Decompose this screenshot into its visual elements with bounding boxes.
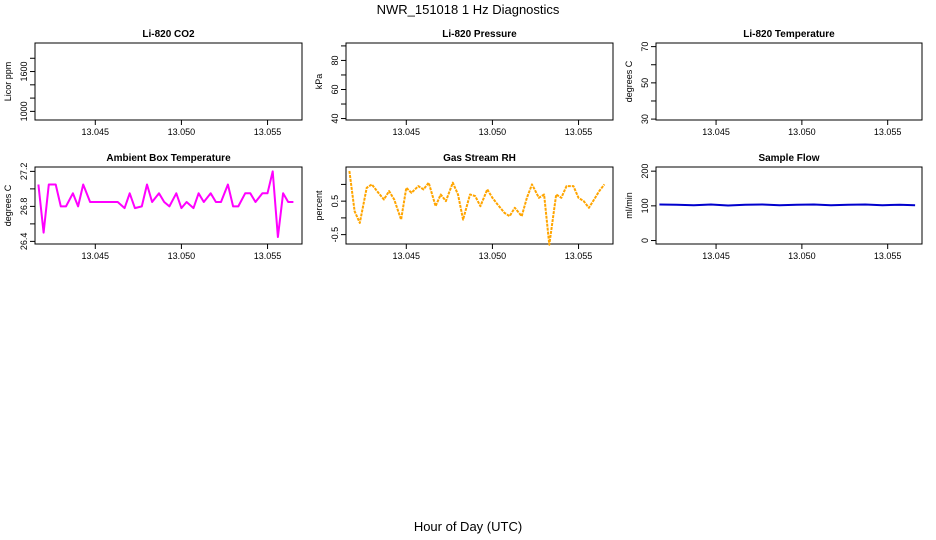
series-line (37, 170, 294, 238)
x-tick-label: 13.050 (168, 127, 196, 137)
plot-frame (34, 42, 303, 121)
y-tick-label: 26.8 (19, 198, 29, 216)
panel-6: Sample Flow 13.045 13.050 13.055 0 100 200 ml/m… (624, 153, 923, 261)
panel-2: Li-820 Pressure 13.045 13.050 13.055 40 60 80 k… (314, 29, 614, 137)
series-line (348, 170, 606, 246)
x-tick-label: 13.055 (874, 251, 902, 261)
series-line (659, 203, 916, 207)
y-tick-label: 80 (330, 55, 340, 65)
x-tick-label: 13.045 (82, 127, 110, 137)
y-tick-label: 200 (640, 164, 650, 179)
panel-5: Gas Stream RH 13.045 13.050 13.055 -0.5 0.5 pe… (314, 153, 614, 261)
figure-title: NWR_151018 1 Hz Diagnostics (377, 2, 560, 17)
y-tick-label: 100 (640, 198, 650, 213)
x-tick-label: 13.050 (788, 251, 816, 261)
plot-frame (655, 42, 923, 121)
x-tick-label: 13.045 (393, 251, 421, 261)
y-tick-label: 0.5 (330, 195, 340, 208)
y-tick-label: 0 (640, 238, 650, 243)
plot-frame (34, 166, 303, 245)
plot-frame (345, 42, 614, 121)
y-tick-label: 70 (640, 42, 650, 52)
y-axis-label: Licor ppm (3, 62, 13, 102)
y-tick-label: -0.5 (330, 227, 340, 243)
x-tick-label: 13.050 (479, 251, 507, 261)
x-tick-label: 13.050 (168, 251, 196, 261)
x-tick-label: 13.055 (254, 251, 282, 261)
x-tick-label: 13.055 (565, 251, 593, 261)
panel-title: Ambient Box Temperature (106, 153, 231, 164)
panel-title: Sample Flow (758, 153, 819, 164)
y-axis-label: kPa (314, 74, 324, 90)
y-tick-label: 1000 (19, 101, 29, 121)
x-tick-label: 13.050 (788, 127, 816, 137)
plot-frame (345, 166, 614, 245)
panel-title: Gas Stream RH (443, 153, 516, 164)
y-tick-label: 50 (640, 78, 650, 88)
x-tick-label: 13.055 (254, 127, 282, 137)
x-tick-label: 13.045 (82, 251, 110, 261)
y-tick-label: 26.4 (19, 233, 29, 251)
y-tick-label: 60 (330, 84, 340, 94)
y-tick-label: 27.2 (19, 163, 29, 181)
y-axis-label: percent (314, 190, 324, 221)
panel-title: Li-820 Temperature (743, 29, 835, 40)
y-axis-label: degrees C (624, 60, 634, 102)
x-tick-label: 13.055 (874, 127, 902, 137)
y-tick-label: 40 (330, 114, 340, 124)
panel-1: Li-820 CO2 13.045 13.050 13.055 1000 1600 Lico… (3, 29, 303, 137)
figure-x-label: Hour of Day (UTC) (414, 519, 522, 534)
panel-4: Ambient Box Temperature 13.045 13.050 13.05… (3, 153, 303, 261)
x-tick-label: 13.055 (565, 127, 593, 137)
y-tick-label: 30 (640, 114, 650, 124)
y-axis-label: degrees C (3, 184, 13, 226)
x-tick-label: 13.045 (702, 251, 730, 261)
panel-title: Li-820 Pressure (442, 29, 517, 40)
y-tick-label: 1600 (19, 62, 29, 82)
panel-3: Li-820 Temperature 13.045 13.050 13.055 30 50… (624, 29, 923, 137)
y-axis-label: ml/min (624, 192, 634, 219)
x-tick-label: 13.045 (393, 127, 421, 137)
x-tick-label: 13.050 (479, 127, 507, 137)
x-tick-label: 13.045 (702, 127, 730, 137)
panel-title: Li-820 CO2 (142, 29, 195, 40)
